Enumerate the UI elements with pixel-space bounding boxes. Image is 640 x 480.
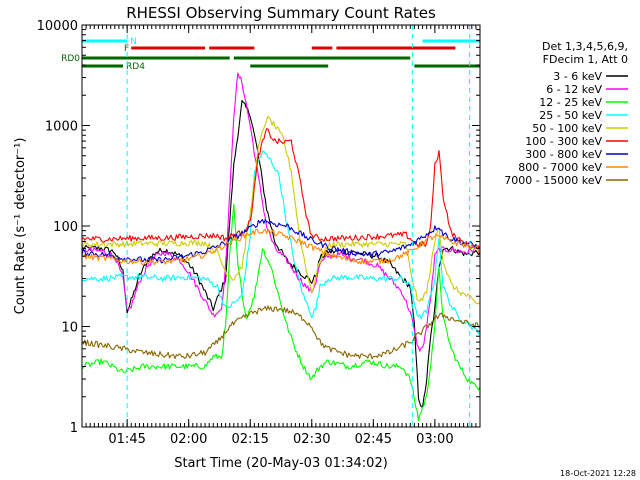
legend-entry-label: 3 - 6 keV [553, 70, 602, 83]
series-line [81, 305, 481, 360]
series-line [81, 218, 481, 264]
x-tick-label: 03:00 [416, 432, 453, 447]
y-tick-label: 10 [61, 321, 78, 336]
y-tick-label: 1000 [45, 120, 78, 135]
series-line [81, 203, 481, 422]
x-tick-label: 01:45 [108, 432, 145, 447]
y-axis-label: Count Rate (s⁻¹ detector⁻¹) [13, 138, 28, 315]
x-axis-label: Start Time (20-May-03 01:34:02) [174, 456, 388, 471]
x-tick-label: 02:45 [355, 432, 392, 447]
x-tick-label: 02:00 [170, 432, 207, 447]
series-line [81, 115, 481, 305]
legend-entry-label: 300 - 800 keV [525, 148, 602, 161]
series-line [81, 228, 481, 266]
legend-entry-label: 6 - 12 keV [546, 83, 602, 96]
y-tick-label: 1 [70, 421, 78, 436]
legend-entry-label: 25 - 50 keV [539, 109, 602, 122]
x-tick-label: 02:30 [293, 432, 330, 447]
series-line [81, 128, 481, 249]
flag-label: N [130, 37, 137, 47]
legend-entry-label: 12 - 25 keV [539, 96, 602, 109]
y-tick-label: 10000 [37, 19, 78, 34]
legend-entry-label: 50 - 100 keV [532, 122, 602, 135]
legend-header: Det 1,3,4,5,6,9, [542, 40, 628, 53]
y-tick-label: 100 [53, 220, 78, 235]
series-line [81, 72, 481, 352]
footer-timestamp: 18-Oct-2021 12:28 [560, 469, 636, 478]
plot-frame [81, 24, 481, 428]
series-line [81, 99, 481, 408]
series-line [81, 150, 481, 335]
flag-label: RD4 [126, 62, 145, 72]
flag-label: F [124, 44, 129, 54]
x-tick-label: 02:15 [231, 432, 268, 447]
chart-title: RHESSI Observing Summary Count Rates [126, 4, 436, 22]
legend-entry-label: 100 - 300 keV [525, 135, 602, 148]
flag-label: RD0 [61, 54, 80, 64]
legend-header: FDecim 1, Att 0 [543, 53, 628, 66]
legend-entry-label: 7000 - 15000 keV [504, 174, 602, 187]
legend-entry-label: 800 - 7000 keV [518, 161, 602, 174]
